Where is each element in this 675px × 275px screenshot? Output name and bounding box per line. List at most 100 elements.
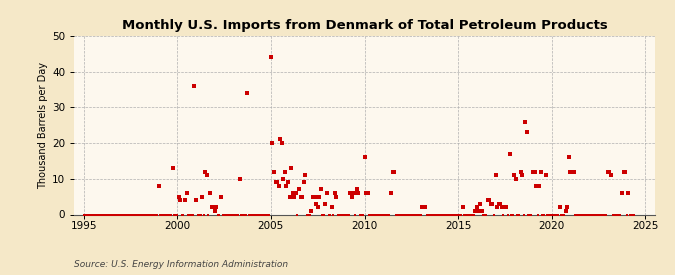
- Point: [621, 212, 632, 217]
- Point: [163, 212, 173, 217]
- Point: [443, 212, 454, 217]
- Point: [479, 212, 490, 217]
- Point: [320, 202, 331, 206]
- Point: [147, 212, 158, 217]
- Point: [170, 212, 181, 217]
- Point: [119, 212, 130, 217]
- Point: [183, 212, 194, 217]
- Point: [403, 212, 414, 217]
- Point: [523, 212, 534, 217]
- Point: [148, 212, 159, 217]
- Point: [370, 212, 381, 217]
- Point: [483, 198, 493, 202]
- Point: [571, 212, 582, 217]
- Point: [353, 191, 364, 195]
- Point: [206, 205, 217, 210]
- Point: [134, 212, 145, 217]
- Point: [144, 212, 155, 217]
- Point: [496, 205, 507, 210]
- Point: [223, 212, 234, 217]
- Point: [375, 212, 385, 217]
- Point: [323, 212, 334, 217]
- Point: [421, 212, 432, 217]
- Point: [230, 212, 240, 217]
- Point: [278, 177, 289, 181]
- Point: [109, 212, 120, 217]
- Point: [481, 212, 491, 217]
- Point: [601, 212, 612, 217]
- Point: [276, 141, 287, 145]
- Y-axis label: Thousand Barrels per Day: Thousand Barrels per Day: [38, 62, 48, 189]
- Point: [545, 212, 556, 217]
- Point: [200, 169, 211, 174]
- Point: [369, 212, 379, 217]
- Point: [201, 173, 212, 177]
- Point: [445, 212, 456, 217]
- Point: [181, 191, 192, 195]
- Point: [610, 212, 621, 217]
- Point: [308, 194, 319, 199]
- Point: [328, 212, 339, 217]
- Point: [346, 194, 357, 199]
- Point: [459, 212, 470, 217]
- Point: [103, 212, 114, 217]
- Point: [95, 212, 106, 217]
- Point: [425, 212, 435, 217]
- Point: [269, 169, 279, 174]
- Point: [294, 187, 304, 192]
- Point: [373, 212, 384, 217]
- Point: [117, 212, 128, 217]
- Point: [489, 212, 500, 217]
- Point: [566, 169, 577, 174]
- Point: [90, 212, 101, 217]
- Point: [139, 212, 150, 217]
- Point: [300, 173, 310, 177]
- Point: [365, 212, 376, 217]
- Point: [89, 212, 100, 217]
- Point: [238, 212, 248, 217]
- Point: [338, 212, 348, 217]
- Point: [177, 212, 188, 217]
- Point: [122, 212, 133, 217]
- Point: [509, 173, 520, 177]
- Point: [590, 212, 601, 217]
- Point: [616, 191, 627, 195]
- Point: [599, 212, 610, 217]
- Point: [628, 212, 639, 217]
- Point: [100, 212, 111, 217]
- Point: [284, 194, 295, 199]
- Point: [317, 212, 328, 217]
- Point: [360, 191, 371, 195]
- Point: [228, 212, 239, 217]
- Point: [387, 169, 398, 174]
- Point: [348, 191, 359, 195]
- Point: [589, 212, 599, 217]
- Point: [556, 212, 566, 217]
- Point: [618, 169, 629, 174]
- Point: [503, 212, 514, 217]
- Point: [236, 212, 246, 217]
- Point: [158, 212, 169, 217]
- Point: [127, 212, 138, 217]
- Point: [99, 212, 109, 217]
- Point: [261, 212, 271, 217]
- Point: [500, 205, 510, 210]
- Point: [340, 212, 351, 217]
- Point: [301, 212, 312, 217]
- Point: [410, 212, 421, 217]
- Point: [133, 212, 144, 217]
- Point: [297, 194, 308, 199]
- Point: [88, 212, 99, 217]
- Point: [367, 212, 378, 217]
- Point: [186, 212, 196, 217]
- Point: [508, 212, 518, 217]
- Point: [568, 169, 579, 174]
- Point: [626, 212, 637, 217]
- Point: [351, 187, 362, 192]
- Point: [435, 212, 446, 217]
- Point: [153, 184, 164, 188]
- Point: [414, 212, 425, 217]
- Point: [467, 212, 478, 217]
- Point: [111, 212, 122, 217]
- Point: [473, 209, 484, 213]
